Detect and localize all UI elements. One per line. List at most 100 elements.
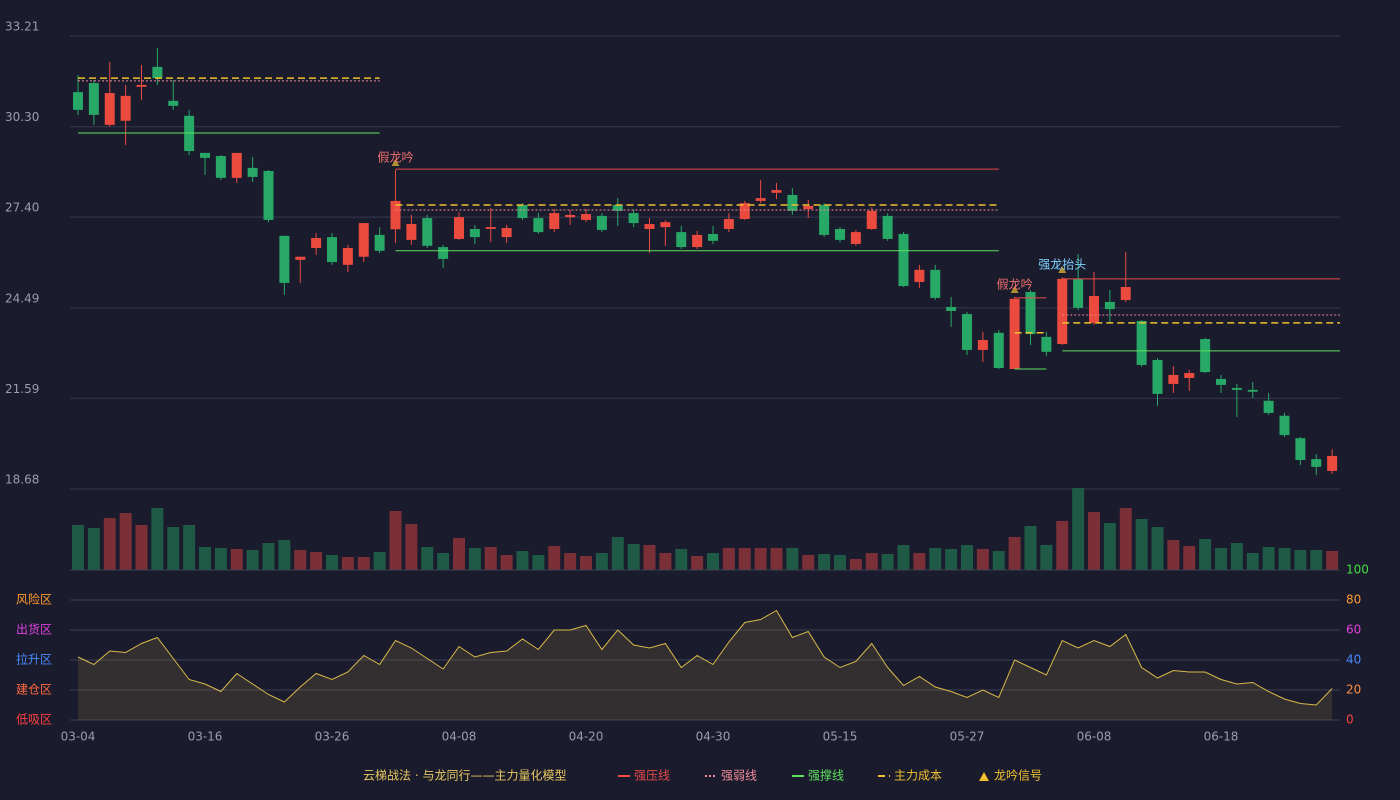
volume-bar bbox=[1199, 539, 1212, 570]
volume-bar bbox=[119, 513, 132, 570]
volume-bar bbox=[929, 548, 942, 570]
x-tick-label: 05-15 bbox=[823, 730, 858, 744]
y-tick-label: 0 bbox=[1346, 713, 1354, 727]
candle-body bbox=[977, 339, 988, 350]
zone-label: 风险区 bbox=[16, 592, 52, 607]
zone-label: 建仓区 bbox=[16, 683, 52, 697]
legend-title: 云梯战法 · 与龙同行——主力量化模型 bbox=[363, 769, 566, 783]
candle-body bbox=[581, 214, 591, 220]
legend-marker bbox=[979, 772, 989, 781]
volume-bar bbox=[802, 555, 815, 570]
candle-body bbox=[390, 200, 401, 230]
signal-label: 假龙吟 bbox=[377, 150, 413, 165]
x-tick-label: 04-08 bbox=[442, 730, 477, 744]
candle-body bbox=[358, 223, 369, 257]
candle-body bbox=[1136, 320, 1147, 365]
volume-bar bbox=[437, 553, 450, 570]
y-tick-label: 20 bbox=[1346, 683, 1361, 697]
volume-bar bbox=[786, 548, 799, 570]
y-tick-label: 24.49 bbox=[5, 291, 39, 305]
legend-label: 强撑线 bbox=[808, 768, 844, 783]
legend-label: 强压线 bbox=[634, 769, 670, 783]
zone-label: 低吸区 bbox=[16, 713, 52, 727]
volume-bar bbox=[722, 548, 735, 570]
volume-bar bbox=[294, 550, 307, 570]
volume-bar bbox=[1088, 512, 1100, 570]
candle-body bbox=[247, 167, 258, 177]
volume-bar bbox=[484, 547, 497, 570]
x-tick-label: 06-18 bbox=[1204, 730, 1239, 744]
candle-body bbox=[866, 210, 877, 229]
volume-bar bbox=[1119, 508, 1132, 570]
y-tick-label: 21.59 bbox=[5, 382, 39, 396]
volume-bar bbox=[516, 551, 529, 570]
volume-bar bbox=[389, 511, 402, 570]
volume-bar bbox=[1183, 546, 1196, 570]
volume-bar bbox=[453, 538, 465, 570]
y-tick-label: 33.21 bbox=[5, 20, 39, 34]
y-tick-label: 30.30 bbox=[5, 110, 39, 124]
volume-bar bbox=[1310, 550, 1323, 570]
candle-body bbox=[993, 332, 1004, 369]
volume-bar bbox=[1024, 526, 1037, 570]
volume-bar bbox=[1040, 545, 1053, 570]
candle-body bbox=[612, 204, 623, 211]
volume-bar bbox=[643, 545, 656, 570]
candle-body bbox=[73, 92, 83, 110]
candle-body bbox=[930, 269, 941, 298]
candle-body bbox=[1057, 278, 1068, 345]
candle-body bbox=[1009, 298, 1020, 369]
y-tick-label: 27.40 bbox=[5, 201, 39, 215]
candle-body bbox=[1041, 336, 1052, 352]
candle-body bbox=[692, 234, 703, 248]
candle-body bbox=[295, 256, 306, 260]
volume-bar bbox=[326, 555, 338, 570]
candle-body bbox=[898, 233, 909, 287]
candle-body bbox=[596, 215, 607, 230]
volume-bar bbox=[707, 553, 719, 570]
candle-body bbox=[215, 156, 226, 178]
signal-marker bbox=[391, 159, 400, 167]
candle-body bbox=[1152, 359, 1163, 394]
volume-bar bbox=[913, 553, 926, 570]
volume-bar bbox=[357, 557, 370, 570]
candle-body bbox=[835, 228, 845, 240]
x-tick-label: 04-20 bbox=[569, 730, 604, 744]
candle-body bbox=[406, 223, 417, 240]
volume-bar bbox=[373, 552, 386, 570]
volume-bar bbox=[564, 553, 577, 570]
candle-body bbox=[628, 213, 639, 224]
signal-label: 假龙吟 bbox=[997, 276, 1033, 291]
candle-body bbox=[1104, 301, 1115, 310]
legend-label: 主力成本 bbox=[894, 769, 942, 783]
candle-body bbox=[676, 232, 687, 248]
candle-body bbox=[549, 213, 560, 229]
volume-bar bbox=[834, 555, 846, 570]
y-tick-label: 60 bbox=[1346, 623, 1361, 637]
volume-bar bbox=[103, 518, 116, 570]
volume-bar bbox=[770, 548, 783, 570]
candle-body bbox=[850, 232, 861, 244]
zone-label: 拉升区 bbox=[16, 652, 52, 667]
candle-body bbox=[1279, 415, 1290, 436]
candle-body bbox=[200, 152, 210, 158]
y-tick-label: 80 bbox=[1346, 593, 1361, 607]
candle-body bbox=[136, 84, 147, 87]
x-tick-label: 03-04 bbox=[61, 730, 96, 744]
volume-bar bbox=[1056, 521, 1069, 570]
y-tick-label: 40 bbox=[1346, 653, 1361, 667]
candle-body bbox=[374, 234, 385, 251]
candle-body bbox=[723, 219, 734, 229]
candle-body bbox=[962, 314, 972, 350]
volume-bar bbox=[611, 537, 624, 570]
volume-bar bbox=[214, 548, 227, 570]
candle-body bbox=[755, 198, 766, 201]
volume-bar bbox=[1246, 553, 1259, 570]
x-tick-label: 05-27 bbox=[950, 730, 985, 744]
volume-bar bbox=[961, 545, 973, 570]
candle-body bbox=[517, 204, 528, 219]
volume-bar bbox=[246, 550, 259, 570]
signal-marker bbox=[1058, 265, 1067, 273]
candle-body bbox=[1295, 438, 1306, 461]
candle-body bbox=[1231, 387, 1242, 390]
